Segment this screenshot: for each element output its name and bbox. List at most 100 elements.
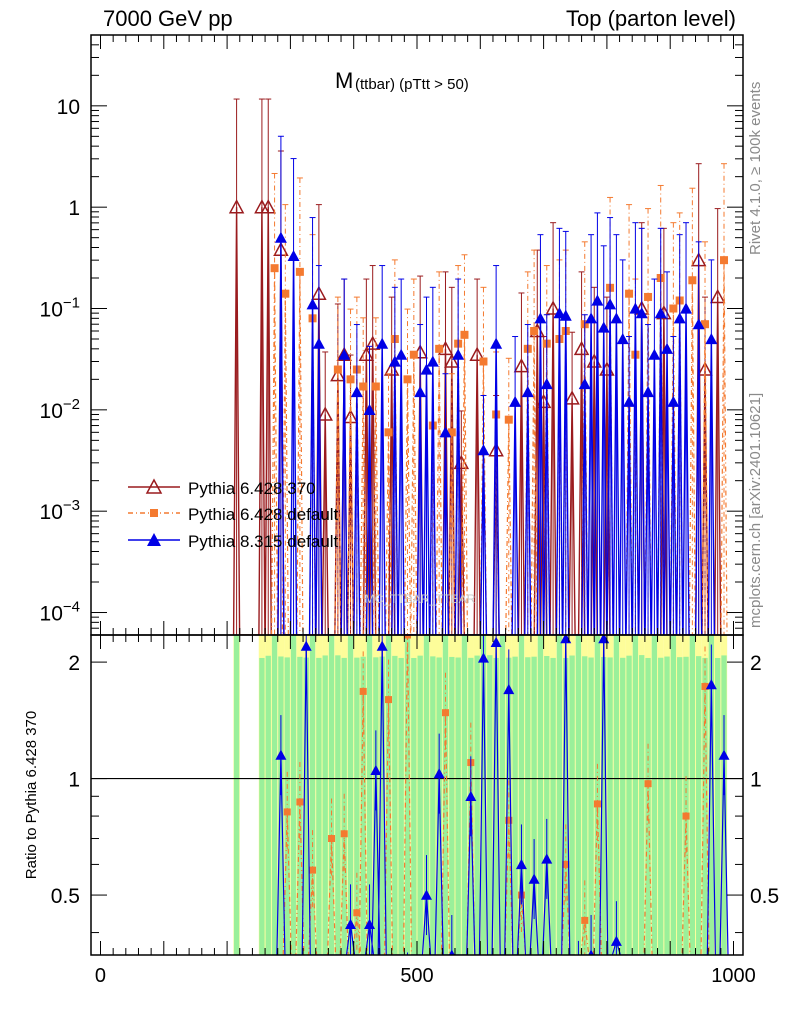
ratio-y-tick-label-left: 2	[68, 652, 80, 675]
data-point-pythia6-default	[359, 382, 368, 391]
ratio-band-green	[639, 655, 645, 955]
data-point-pythia8-default	[312, 337, 325, 349]
ratio-band-green	[696, 656, 702, 955]
data-point-pythia8-default	[534, 312, 547, 324]
ratio-point-pythia8-default	[433, 768, 445, 779]
data-point-pythia6-default	[701, 320, 710, 329]
data-point-pythia6-370	[444, 353, 460, 368]
ratio-band-green	[544, 655, 550, 955]
ratio-band-green	[265, 655, 271, 955]
ratio-band-green	[689, 635, 696, 955]
ratio-band-green	[556, 635, 563, 955]
data-point-pythia6-default	[435, 344, 444, 353]
ratio-point-pythia6-default	[309, 866, 317, 874]
ratio-band-green	[442, 635, 449, 955]
ratio-band-green	[575, 635, 582, 955]
ratio-point-pythia6-default	[385, 696, 393, 704]
ratio-band-green	[613, 635, 620, 955]
x-tick-label: 1000	[711, 965, 756, 987]
ratio-band-green	[423, 635, 430, 955]
ratio-band-green	[582, 656, 588, 955]
ratio-point-pythia8-default	[465, 790, 477, 801]
ratio-band-green	[620, 657, 626, 955]
data-point-pythia8-default	[610, 312, 623, 324]
ratio-point-pythia6-default	[562, 860, 570, 868]
ratio-point-pythia6-default	[296, 798, 304, 806]
data-point-pythia8-default	[350, 385, 363, 398]
data-point-pythia8-default	[426, 355, 439, 367]
ratio-band-green	[316, 657, 322, 955]
ratio-y-axis-label: Ratio to Pythia 6.428 370	[23, 711, 40, 879]
ratio-band-green	[601, 657, 607, 955]
data-point-pythia6-default	[384, 428, 393, 437]
header-process: Top (parton level)	[566, 6, 736, 31]
legend-label-pythia6-370: Pythia 6.428 370	[188, 479, 316, 498]
ratio-band-green	[480, 635, 487, 955]
legend-label-pythia8-default: Pythia 8.315 default	[188, 532, 339, 551]
data-point-pythia6-370	[228, 199, 245, 214]
analysis-watermark: MC_TTBAR_TTBAR	[365, 592, 476, 606]
legend-marker-open-triangle	[145, 478, 163, 494]
ratio-band-green	[474, 655, 480, 955]
data-point-pythia8-default	[616, 333, 629, 345]
data-point-pythia8-default	[338, 348, 351, 360]
ratio-y-tick-label-right: 1	[750, 769, 762, 792]
ratio-band-green	[417, 655, 423, 955]
y-tick-label: 10−1	[40, 295, 80, 322]
data-point-pythia6-default	[295, 267, 304, 276]
data-point-pythia8-default	[680, 302, 693, 314]
data-point-pythia6-default	[688, 276, 697, 285]
legend: Pythia 6.428 370 Pythia 6.428 default Py…	[128, 478, 339, 551]
data-point-pythia6-370	[330, 367, 346, 382]
data-point-pythia8-default	[673, 312, 686, 324]
data-point-pythia8-default	[591, 294, 604, 306]
ratio-point-pythia6-default	[682, 812, 690, 820]
y-tick-label: 10	[57, 96, 80, 119]
ratio-point-pythia8-default	[705, 679, 717, 690]
data-point-pythia6-default	[281, 289, 290, 298]
data-point-pythia8-default	[553, 307, 566, 319]
ratio-band-green	[537, 635, 544, 955]
ratio-band-green	[677, 657, 683, 955]
data-point-pythia8-default	[540, 377, 553, 390]
legend-marker-filled-triangle	[147, 533, 161, 546]
ratio-band-green	[632, 635, 639, 955]
ratio-band-green	[550, 657, 556, 955]
main-plot-data	[228, 98, 729, 635]
data-point-pythia8-default	[578, 377, 591, 390]
ratio-band-green	[531, 656, 537, 955]
ratio-point-pythia8-default	[541, 853, 553, 864]
data-point-pythia8-default	[490, 337, 503, 349]
ratio-band-green	[309, 635, 316, 955]
data-point-pythia8-default	[477, 444, 490, 456]
legend-label-pythia6-default: Pythia 6.428 default	[188, 505, 339, 524]
ratio-point-pythia8-default	[490, 636, 502, 647]
data-point-pythia8-default	[623, 395, 636, 407]
legend-entry-pythia6-default: Pythia 6.428 default	[128, 505, 339, 524]
ratio-band-green	[322, 655, 328, 955]
data-point-pythia6-default	[625, 289, 634, 298]
ratio-band-green	[366, 635, 373, 955]
data-point-pythia6-default	[504, 415, 513, 424]
ratio-point-pythia8-default	[573, 975, 584, 985]
ratio-band-green	[594, 635, 601, 955]
ratio-band-green	[404, 635, 411, 955]
x-tick-label: 500	[400, 965, 433, 987]
rivet-version-label: Rivet 4.1.0, ≥ 100k events	[747, 82, 764, 255]
ratio-band-green	[670, 635, 677, 955]
ratio-y-tick-label-left: 1	[68, 769, 80, 792]
ratio-band-green	[328, 635, 335, 955]
ratio-band-green	[715, 657, 721, 955]
ratio-band-green	[658, 657, 664, 955]
data-point-pythia6-default	[479, 357, 488, 366]
y-tick-label: 1	[68, 197, 80, 220]
plot-title-sub: (ttbar) (pTtt > 50)	[355, 76, 469, 93]
data-point-pythia8-default	[452, 348, 465, 360]
ratio-point-pythia8-default	[345, 918, 357, 930]
ratio-band-green	[708, 635, 715, 955]
data-point-pythia8-default	[420, 363, 433, 375]
ratio-band-green	[721, 655, 727, 955]
ratio-band-green	[354, 657, 360, 955]
data-point-pythia8-default	[388, 355, 401, 367]
data-point-pythia6-370	[545, 300, 561, 315]
